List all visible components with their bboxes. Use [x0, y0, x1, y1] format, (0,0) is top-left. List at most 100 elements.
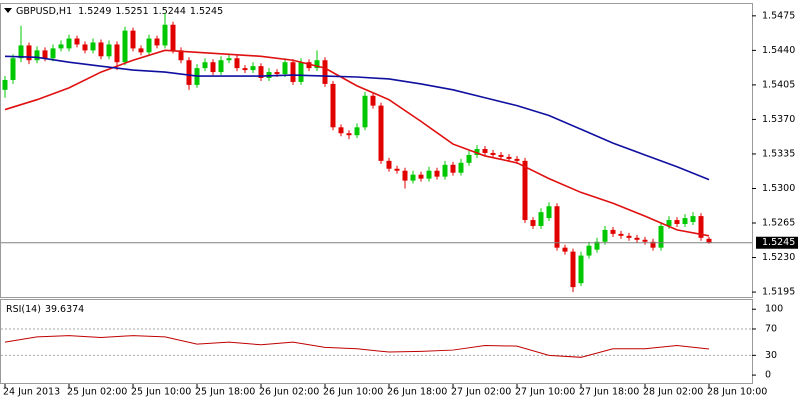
candle-body [682, 218, 688, 224]
x-tick-label: 28 Jun 10:00 [707, 387, 767, 398]
candle-body [674, 220, 680, 224]
chart-header: GBPUSD,H1 1.5249 1.5251 1.5244 1.5245 [16, 6, 223, 17]
candle-body [154, 38, 160, 46]
x-tick-label: 25 Jun 02:00 [67, 387, 127, 398]
candle-body [218, 60, 224, 73]
candle-body [58, 44, 64, 49]
candle-body [474, 149, 480, 155]
candle-body [298, 62, 304, 82]
candle-body [210, 62, 216, 73]
candle-body [74, 38, 80, 45]
candle-body [90, 42, 96, 51]
rsi-title: RSI(14) [6, 304, 41, 315]
candle-body [2, 79, 8, 90]
candle-body [402, 170, 408, 181]
rsi-tick-label: 30 [765, 350, 777, 361]
moving-average [4, 49, 710, 237]
candle-body [26, 45, 32, 61]
candle-body [570, 251, 576, 288]
x-tick-label: 24 Jun 2013 [3, 387, 60, 398]
candle-body [698, 216, 704, 238]
candle-body [50, 48, 56, 59]
x-tick-label: 26 Jun 18:00 [387, 387, 447, 398]
candle-body [482, 149, 488, 153]
candle-body [322, 60, 328, 84]
candle-body [706, 238, 712, 243]
candle-body [258, 66, 264, 78]
candle-body [234, 58, 240, 69]
candle-body [362, 95, 368, 128]
candle-body [114, 44, 120, 63]
candle-body [346, 133, 352, 136]
candle-body [690, 216, 696, 223]
candle-body [618, 233, 624, 236]
y-tick-label: 1.5230 [762, 252, 795, 263]
y-tick-label: 1.5475 [762, 10, 795, 21]
candle-body [610, 229, 616, 234]
candle-body [10, 58, 16, 80]
candle-body [290, 62, 296, 82]
y-tick-label: 1.5195 [762, 287, 795, 298]
y-tick-label: 1.5335 [762, 148, 795, 159]
candle-body [650, 241, 656, 248]
last-low: 1.5244 [153, 6, 186, 17]
candle-body [498, 154, 504, 157]
candle-body [434, 170, 440, 177]
menu-arrow [4, 8, 12, 13]
candle-body [34, 50, 40, 61]
candle-body [458, 162, 464, 173]
x-tick-label: 28 Jun 02:00 [643, 387, 703, 398]
x-tick-label: 26 Jun 02:00 [259, 387, 319, 398]
chart-title: GBPUSD,H1 [16, 6, 72, 17]
rsi-panel [0, 299, 753, 384]
candle-body [162, 24, 168, 46]
candle-body [418, 174, 424, 179]
price-panel [0, 3, 753, 298]
candle-body [306, 62, 312, 69]
rsi-header: RSI(14) 39.6374 [6, 304, 84, 315]
candle-body [98, 42, 104, 57]
candle-body [586, 245, 592, 256]
candle-body [386, 160, 392, 169]
x-tick-label: 25 Jun 10:00 [131, 387, 191, 398]
candle-body [602, 229, 608, 242]
candle-body [666, 220, 672, 226]
last-open: 1.5249 [78, 6, 111, 17]
candle-body [282, 62, 288, 75]
candle-body [490, 152, 496, 155]
current-price-label: 1.5245 [762, 237, 795, 248]
y-tick-label: 1.5300 [762, 183, 795, 194]
candle-body [122, 30, 128, 63]
candle-body [514, 158, 520, 161]
candle-body [658, 225, 664, 248]
x-tick-label: 27 Jun 10:00 [515, 387, 575, 398]
candle-body [506, 156, 512, 159]
candle-body [442, 164, 448, 177]
last-high: 1.5251 [115, 6, 148, 17]
candle-body [82, 44, 88, 51]
y-tick-label: 1.5440 [762, 45, 795, 56]
y-tick-label: 1.5370 [762, 114, 795, 125]
candle-body [42, 50, 48, 59]
candle-body [538, 212, 544, 226]
candle-body [66, 38, 72, 49]
moving-average [4, 55, 710, 181]
y-tick-label: 1.5405 [762, 79, 795, 90]
candle-body [530, 220, 536, 226]
candle-body [594, 241, 600, 250]
candle-body [202, 62, 208, 69]
rsi-line [4, 335, 710, 358]
candle-body [226, 58, 232, 61]
x-tick-label: 26 Jun 10:00 [323, 387, 383, 398]
candle-body [250, 66, 256, 71]
candle-body [522, 160, 528, 221]
candle-body [138, 48, 144, 53]
x-tick-label: 27 Jun 02:00 [451, 387, 511, 398]
candle-body [330, 83, 336, 128]
x-tick-label: 27 Jun 18:00 [579, 387, 639, 398]
candle-body [554, 206, 560, 248]
candle-body [18, 45, 24, 59]
current-price-box [756, 236, 798, 249]
